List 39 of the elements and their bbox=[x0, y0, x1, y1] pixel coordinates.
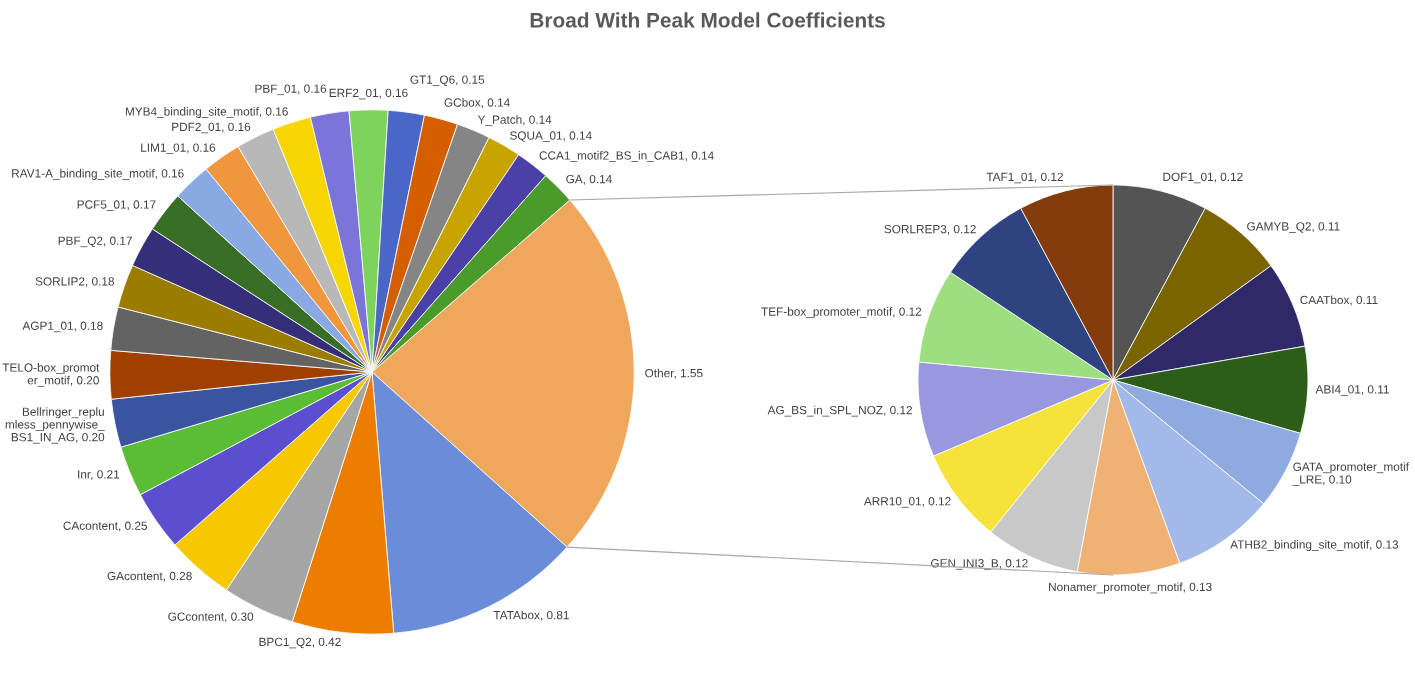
slice-label: SQUA_01, 0.14 bbox=[509, 131, 592, 142]
chart-title: Broad With Peak Model Coefficients bbox=[530, 12, 885, 28]
slice-label: BPC1_Q2, 0.42 bbox=[259, 637, 341, 649]
slice-label: Bellringer_replumless_pennywise_BS1_IN_AG, 0.20 bbox=[5, 407, 105, 444]
slice-label: PBF_Q2, 0.17 bbox=[58, 236, 132, 248]
slice-label: GCcontent, 0.30 bbox=[168, 612, 254, 623]
slice-label: Y_Patch, 0.14 bbox=[477, 115, 552, 127]
slice-label: ERF2_01, 0.16 bbox=[329, 88, 408, 100]
slice-label: TATAbox, 0.81 bbox=[493, 610, 569, 621]
slice-label: CAcontent, 0.25 bbox=[63, 521, 148, 532]
slice-label: MYB4_binding_site_motif, 0.16 bbox=[125, 107, 288, 119]
slice-label: CCA1_motif2_BS_in_CAB1, 0.14 bbox=[539, 150, 714, 162]
slice-label: DOF1_01, 0.12 bbox=[1163, 172, 1243, 184]
slice-label: GEN_INI3_B, 0.12 bbox=[931, 559, 1028, 570]
slice-label: RAV1-A_binding_site_motif, 0.16 bbox=[12, 168, 184, 180]
slice-label: SORLIP2, 0.18 bbox=[35, 277, 114, 287]
slice-label: TEF-box_promoter_motif, 0.12 bbox=[761, 307, 922, 319]
slice-label: PBF_01, 0.16 bbox=[255, 84, 327, 96]
slice-label: Nonamer_promoter_motif, 0.13 bbox=[1049, 582, 1212, 594]
slice-label: TAF1_01, 0.12 bbox=[986, 172, 1063, 184]
slice-label: AG_BS_in_SPL_NOZ, 0.12 bbox=[767, 405, 913, 417]
slice-label: GATA_promoter_motif_LRE, 0.10 bbox=[1292, 462, 1410, 486]
slice-label: ATHB2_binding_site_motif, 0.13 bbox=[1230, 540, 1399, 552]
slice-label: CAATbox, 0.11 bbox=[1300, 295, 1378, 306]
slice-label: TELO-box_promoter_motif, 0.20 bbox=[2, 363, 100, 387]
slice-label: ABI4_01, 0.11 bbox=[1315, 385, 1389, 396]
slice-label: GAcontent, 0.28 bbox=[107, 571, 192, 582]
slice-label: SORLREP3, 0.12 bbox=[884, 224, 976, 235]
slice-label: GAMYB_Q2, 0.11 bbox=[1247, 222, 1340, 233]
slice-label: PCF5_01, 0.17 bbox=[77, 200, 156, 211]
slice-label: PDF2_01, 0.16 bbox=[172, 122, 251, 134]
slice-label: GT1_Q6, 0.15 bbox=[410, 75, 485, 87]
slice-label: Other, 1.55 bbox=[645, 368, 703, 379]
slice-label: GCbox, 0.14 bbox=[444, 98, 510, 109]
slice-label: ARR10_01, 0.12 bbox=[863, 497, 951, 508]
slice-label: Inr, 0.21 bbox=[78, 470, 120, 480]
slice-label: GA, 0.14 bbox=[566, 174, 612, 185]
slice-label: LIM1_01, 0.16 bbox=[141, 143, 216, 155]
slice-label: AGP1_01, 0.18 bbox=[22, 321, 103, 333]
